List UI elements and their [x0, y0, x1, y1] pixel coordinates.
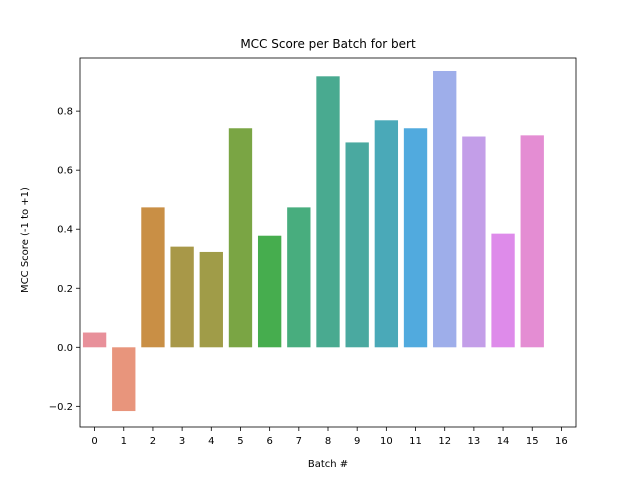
y-tick-label: −0.2 — [49, 402, 73, 413]
x-tick-label: 5 — [237, 436, 243, 447]
x-tick-label: 7 — [296, 436, 302, 447]
y-axis-label: MCC Score (-1 to +1) — [20, 187, 31, 293]
bar-9 — [345, 142, 369, 348]
x-tick-label: 11 — [409, 436, 422, 447]
bar-8 — [316, 76, 340, 348]
x-axis: 0 1 2 3 4 5 6 7 8 9 10 11 12 13 14 15 16 — [91, 427, 568, 447]
x-tick-label: 3 — [179, 436, 185, 447]
plot-frame — [79, 57, 577, 428]
y-axis: −0.2 0.0 0.2 0.4 0.6 0.8 — [49, 107, 80, 413]
x-axis-label: Batch # — [308, 459, 348, 470]
bar-4 — [199, 251, 223, 348]
bar-15 — [520, 135, 544, 348]
x-tick-label: 8 — [325, 436, 331, 447]
x-tick-label: 4 — [208, 436, 214, 447]
y-tick-label: 0.4 — [57, 225, 73, 236]
x-tick-label: 16 — [555, 436, 568, 447]
x-tick-label: 12 — [438, 436, 451, 447]
x-tick-label: 1 — [121, 436, 127, 447]
bar-11 — [403, 128, 428, 348]
bar-10 — [374, 120, 399, 348]
bar-5 — [228, 128, 253, 348]
y-tick-label: 0.0 — [57, 343, 73, 354]
x-tick-label: 9 — [354, 436, 360, 447]
y-tick-label: 0.2 — [57, 284, 73, 295]
x-tick-label: 13 — [468, 436, 481, 447]
y-tick-label: 0.6 — [57, 166, 73, 177]
bar-14 — [491, 233, 515, 348]
x-tick-label: 14 — [497, 436, 510, 447]
bar-7 — [287, 207, 311, 348]
bar-6 — [257, 235, 282, 348]
bar-1 — [112, 347, 136, 412]
bar-12 — [433, 70, 457, 348]
x-tick-label: 6 — [266, 436, 272, 447]
x-tick-label: 15 — [526, 436, 539, 447]
bar-2 — [141, 207, 165, 348]
x-tick-label: 0 — [91, 436, 97, 447]
chart-title: MCC Score per Batch for bert — [240, 37, 416, 51]
bars-group — [82, 70, 544, 412]
y-tick-label: 0.8 — [57, 107, 73, 118]
x-tick-label: 10 — [380, 436, 393, 447]
bar-0 — [82, 332, 107, 348]
x-tick-label: 2 — [150, 436, 156, 447]
bar-13 — [462, 136, 486, 348]
bar-3 — [170, 246, 194, 348]
